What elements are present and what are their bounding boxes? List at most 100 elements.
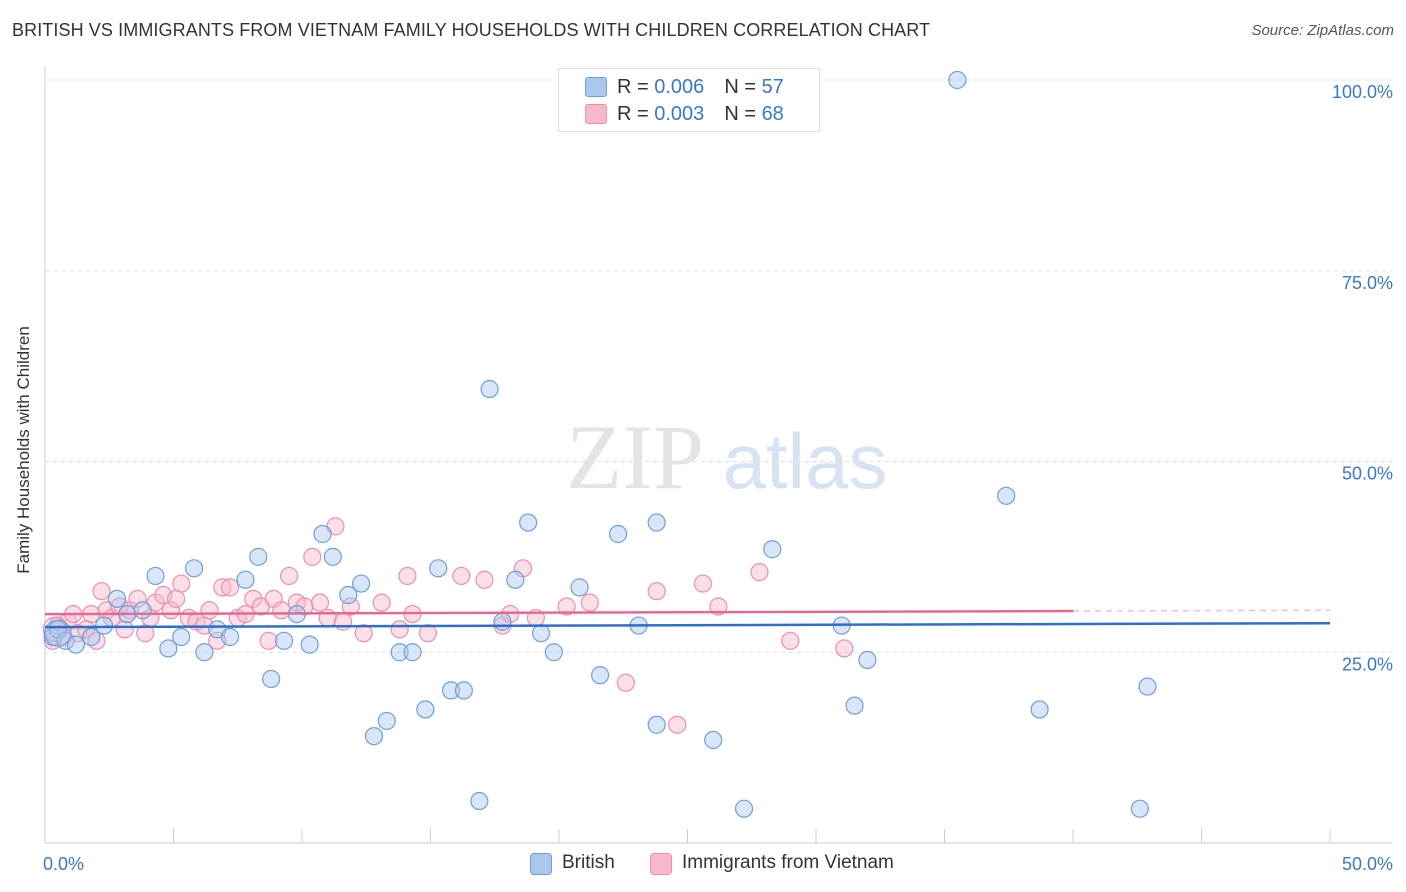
vietnam-point [295, 597, 314, 616]
british-point [763, 540, 782, 559]
legend-text-british: R = 0.006 N = 57 [617, 76, 784, 99]
british-point [591, 666, 610, 685]
chart-title: BRITISH VS IMMIGRANTS FROM VIETNAM FAMIL… [12, 20, 931, 40]
r-value-british: 0.006 [654, 76, 705, 98]
british-point [95, 616, 114, 635]
n-label-vietnam: N = [724, 103, 762, 125]
r-label-vietnam: R = [617, 103, 655, 125]
british-point [352, 574, 371, 593]
vietnam-point [334, 612, 353, 631]
british-point [364, 727, 384, 746]
y-axis-label-box: Family Households with Children [6, 240, 42, 660]
british-point [1138, 677, 1157, 696]
y-tick-label: 100.0% [1332, 82, 1393, 102]
british-point [107, 589, 127, 608]
r-label-british: R = [617, 76, 655, 98]
british-point-cluster [44, 619, 72, 647]
vietnam-point [693, 574, 713, 593]
vietnam-point [244, 589, 263, 608]
legend-label-british: British [562, 852, 615, 873]
y-axis-label: Family Households with Children [14, 326, 33, 574]
vietnam-point [372, 593, 391, 612]
vietnam-point [580, 593, 599, 612]
vietnam-trend-extension [1072, 609, 1331, 612]
british-point [159, 639, 178, 658]
british-point [531, 624, 551, 643]
x-tick-label: 50.0% [1342, 854, 1393, 874]
x-tick-label: 0.0% [43, 854, 84, 874]
axes [44, 66, 1392, 844]
vietnam-point [115, 620, 134, 639]
vietnam-point [354, 624, 373, 643]
vietnam-point [781, 631, 800, 650]
british-point [454, 681, 474, 700]
y-tick-label: 75.0% [1342, 273, 1393, 293]
vietnam-point [220, 578, 240, 597]
series-british-points [43, 70, 1157, 818]
british-point [519, 513, 538, 532]
british-point [66, 635, 85, 654]
vietnam-swatch [585, 104, 607, 124]
correlation-legend: R = 0.006 N = 57 R = 0.003 N = 68 [558, 68, 820, 132]
british-legend-swatch [530, 853, 552, 875]
n-value-vietnam: 68 [761, 103, 784, 125]
vietnam-point [835, 639, 854, 658]
british-point [704, 730, 723, 750]
vietnam-point [647, 582, 666, 601]
vietnam-point [341, 597, 360, 616]
british-point [82, 627, 101, 647]
british-point [845, 696, 864, 715]
y-tick-label: 25.0% [1342, 654, 1393, 674]
gridlines [45, 79, 1392, 653]
british-point [313, 524, 332, 544]
vietnam-point [475, 570, 494, 589]
watermark-zip: ZIP [566, 406, 704, 508]
british-point [609, 524, 628, 544]
vietnam-point [172, 574, 191, 593]
british-point [480, 379, 499, 399]
british-point [390, 643, 409, 662]
british-point [195, 643, 214, 662]
vietnam-point [668, 715, 687, 734]
british-point [429, 559, 448, 578]
british-point [236, 570, 255, 589]
legend-label-vietnam: Immigrants from Vietnam [682, 852, 894, 873]
british-point [339, 585, 358, 605]
vietnam-point [213, 578, 232, 597]
vietnam-point [259, 631, 278, 650]
legend-text-vietnam: R = 0.003 N = 68 [617, 103, 784, 126]
vietnam-point [303, 547, 322, 566]
vietnam-point [272, 601, 291, 620]
british-point [997, 486, 1016, 505]
british-point [323, 547, 342, 566]
british-swatch [585, 77, 607, 97]
vietnam-point [200, 601, 219, 620]
british-point [441, 681, 461, 700]
vietnam-point [318, 608, 337, 628]
british-point [734, 799, 754, 818]
trend-lines [44, 609, 1331, 629]
vietnam-point [390, 620, 409, 639]
british-point [262, 669, 281, 689]
n-value-british: 57 [761, 76, 784, 98]
vietnam-legend-swatch [650, 853, 672, 875]
british-point [133, 601, 152, 620]
british-point [858, 650, 877, 669]
vietnam-point [280, 566, 299, 586]
british-point [1030, 700, 1049, 719]
r-value-vietnam: 0.003 [654, 103, 705, 125]
british-point [184, 559, 204, 578]
british-trend-line [44, 622, 1331, 629]
vietnam-point [128, 589, 147, 608]
vietnam-trend-line [44, 609, 1074, 616]
vietnam-point [310, 593, 330, 612]
watermark-atlas: atlas [723, 417, 888, 505]
british-point [249, 547, 268, 566]
vietnam-point [398, 566, 417, 586]
british-point [570, 578, 589, 597]
british-point [647, 715, 666, 734]
british-point [220, 627, 240, 647]
vietnam-point [709, 597, 728, 616]
vietnam-point [452, 566, 471, 586]
